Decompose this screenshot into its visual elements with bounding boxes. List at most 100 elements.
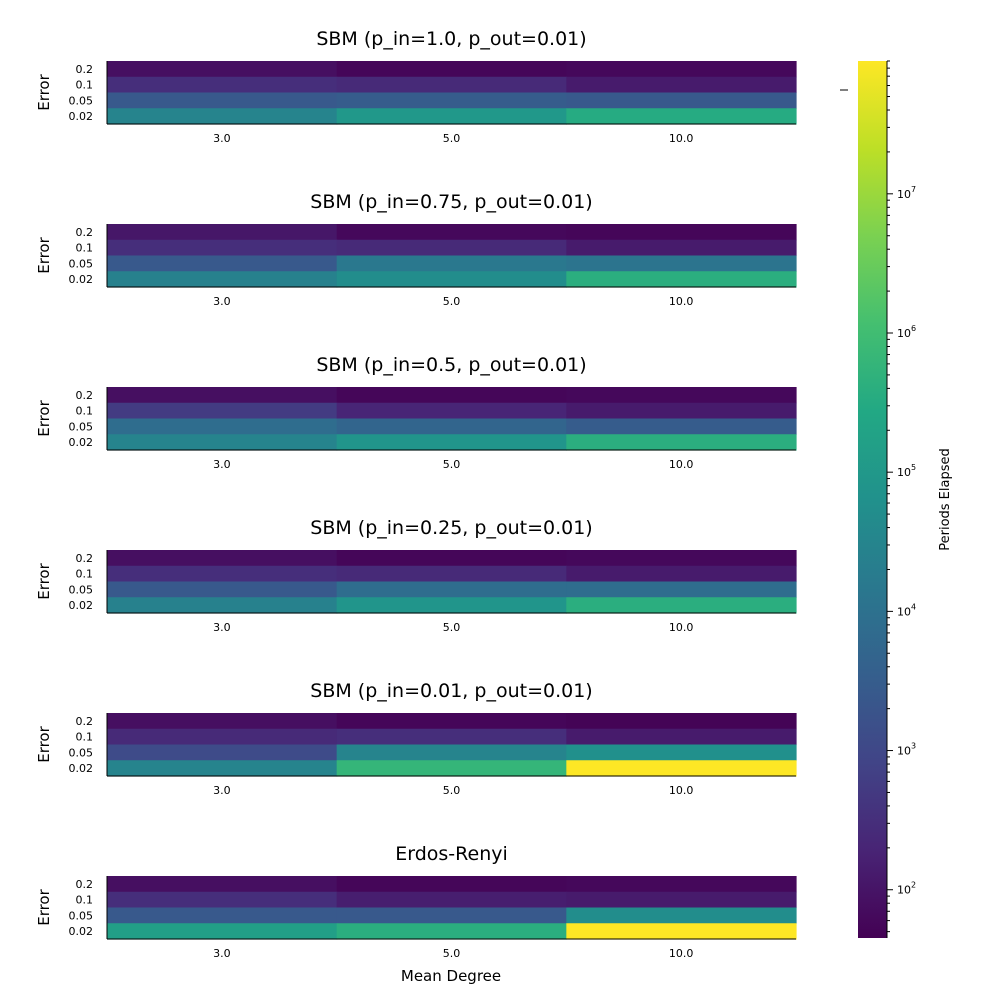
heatmap-cell (107, 418, 338, 435)
heatmap-cell (336, 891, 567, 909)
y-tick-label: 0.1 (76, 242, 94, 255)
heatmap-cell (107, 402, 338, 420)
y-tick-label: 0.05 (69, 94, 94, 107)
heatmap-cell (107, 876, 338, 893)
heatmap-cell (336, 255, 567, 272)
heatmap-cell (336, 581, 567, 598)
heatmap-cell (566, 581, 797, 598)
y-tick-label: 0.02 (69, 762, 94, 775)
heatmap-cell (566, 402, 797, 420)
panel-title: SBM (p_in=1.0, p_out=0.01) (316, 28, 586, 50)
y-tick-label: 0.1 (76, 731, 94, 744)
heatmap-cell (566, 224, 797, 241)
y-axis-label: Error (35, 399, 53, 436)
heatmap-cell (107, 907, 338, 924)
heatmap-cell (107, 271, 338, 288)
y-axis-label: Error (35, 888, 53, 925)
heatmap-cell (107, 387, 338, 404)
heatmap-cell (566, 61, 797, 78)
x-tick-label: 3.0 (213, 132, 231, 145)
x-tick-label: 3.0 (213, 295, 231, 308)
heatmap-cell (566, 550, 797, 567)
heatmap-cell (566, 728, 797, 746)
x-tick-label: 5.0 (443, 458, 461, 471)
y-tick-label: 0.05 (69, 257, 94, 270)
heatmap-cell (566, 713, 797, 730)
heatmap-cell (336, 92, 567, 109)
y-tick-label: 0.1 (76, 405, 94, 418)
heatmap-cell (336, 565, 567, 583)
heatmap-cell (107, 597, 338, 614)
heatmap-cell (336, 760, 567, 777)
y-tick-label: 0.05 (69, 746, 94, 759)
heatmap-panel: SBM (p_in=0.25, p_out=0.01) 0.2 0.1 0.05 0.0… (35, 517, 797, 634)
heatmap-cell (336, 387, 567, 404)
x-tick-label: 10.0 (669, 621, 694, 634)
colorbar-tick-label: 107 (897, 185, 916, 201)
heatmap-cell (107, 239, 338, 257)
heatmap-cell (336, 923, 567, 940)
y-tick-label: 0.2 (76, 226, 94, 239)
x-tick-label: 5.0 (443, 947, 461, 960)
heatmap-cell (566, 760, 797, 777)
heatmap-cell (566, 597, 797, 614)
heatmap-cell (566, 255, 797, 272)
y-tick-label: 0.2 (76, 878, 94, 891)
heatmap-panel: SBM (p_in=0.01, p_out=0.01) 0.2 0.1 0.05 0.0… (35, 680, 797, 797)
heatmap-cell (107, 581, 338, 598)
heatmap-cell (107, 255, 338, 272)
panel-title: SBM (p_in=0.5, p_out=0.01) (316, 354, 586, 376)
y-axis-label: Error (35, 73, 53, 110)
heatmap-panel: SBM (p_in=1.0, p_out=0.01) 0.2 0.1 0.05 0.02… (35, 28, 797, 145)
heatmap-panel: SBM (p_in=0.75, p_out=0.01) 0.2 0.1 0.05 0.0… (35, 191, 797, 308)
heatmap-cell (336, 402, 567, 420)
colorbar-label: Periods Elapsed (938, 448, 953, 551)
heatmap-cell (107, 434, 338, 451)
x-tick-label: 5.0 (443, 132, 461, 145)
y-tick-label: 0.02 (69, 436, 94, 449)
x-tick-label: 10.0 (669, 947, 694, 960)
heatmap-cell (566, 891, 797, 909)
heatmap-cell (107, 550, 338, 567)
y-tick-label: 0.1 (76, 894, 94, 907)
heatmap-cell (566, 239, 797, 257)
colorbar-tick-label: 104 (897, 602, 916, 618)
heatmap-cell (107, 224, 338, 241)
heatmap-cell (336, 224, 567, 241)
x-tick-label: 3.0 (213, 621, 231, 634)
heatmap-cell (566, 271, 797, 288)
x-tick-label: 10.0 (669, 132, 694, 145)
heatmap-cell (336, 728, 567, 746)
y-tick-label: 0.05 (69, 909, 94, 922)
y-tick-label: 0.05 (69, 420, 94, 433)
panel-title: SBM (p_in=0.25, p_out=0.01) (310, 517, 592, 539)
y-axis-label: Error (35, 562, 53, 599)
colorbar-tick-label: 103 (897, 742, 916, 758)
y-axis-label: Error (35, 236, 53, 273)
heatmap-cell (336, 108, 567, 125)
y-tick-label: 0.05 (69, 583, 94, 596)
colorbar: 102 103 104 105 106 107 Periods Elapsed (840, 60, 953, 938)
heatmap-cell (566, 387, 797, 404)
heatmap-cell (566, 744, 797, 761)
heatmap-panel: SBM (p_in=0.5, p_out=0.01) 0.2 0.1 0.05 0.02… (35, 354, 797, 471)
y-tick-label: 0.02 (69, 110, 94, 123)
heatmap-cell (566, 108, 797, 125)
heatmap-cell (336, 907, 567, 924)
colorbar-tick-label: 106 (897, 324, 916, 340)
y-tick-label: 0.2 (76, 63, 94, 76)
heatmap-cell (107, 92, 338, 109)
x-tick-label: 5.0 (443, 295, 461, 308)
x-axis-label: Mean Degree (401, 967, 501, 985)
heatmap-cell (566, 434, 797, 451)
heatmap-cell (107, 108, 338, 125)
heatmap-cell (566, 565, 797, 583)
heatmap-cell (336, 876, 567, 893)
heatmap-cell (566, 907, 797, 924)
panel-title: Erdos-Renyi (395, 843, 508, 865)
y-tick-label: 0.2 (76, 389, 94, 402)
heatmap-cell (107, 744, 338, 761)
y-tick-label: 0.02 (69, 273, 94, 286)
x-tick-label: 10.0 (669, 458, 694, 471)
